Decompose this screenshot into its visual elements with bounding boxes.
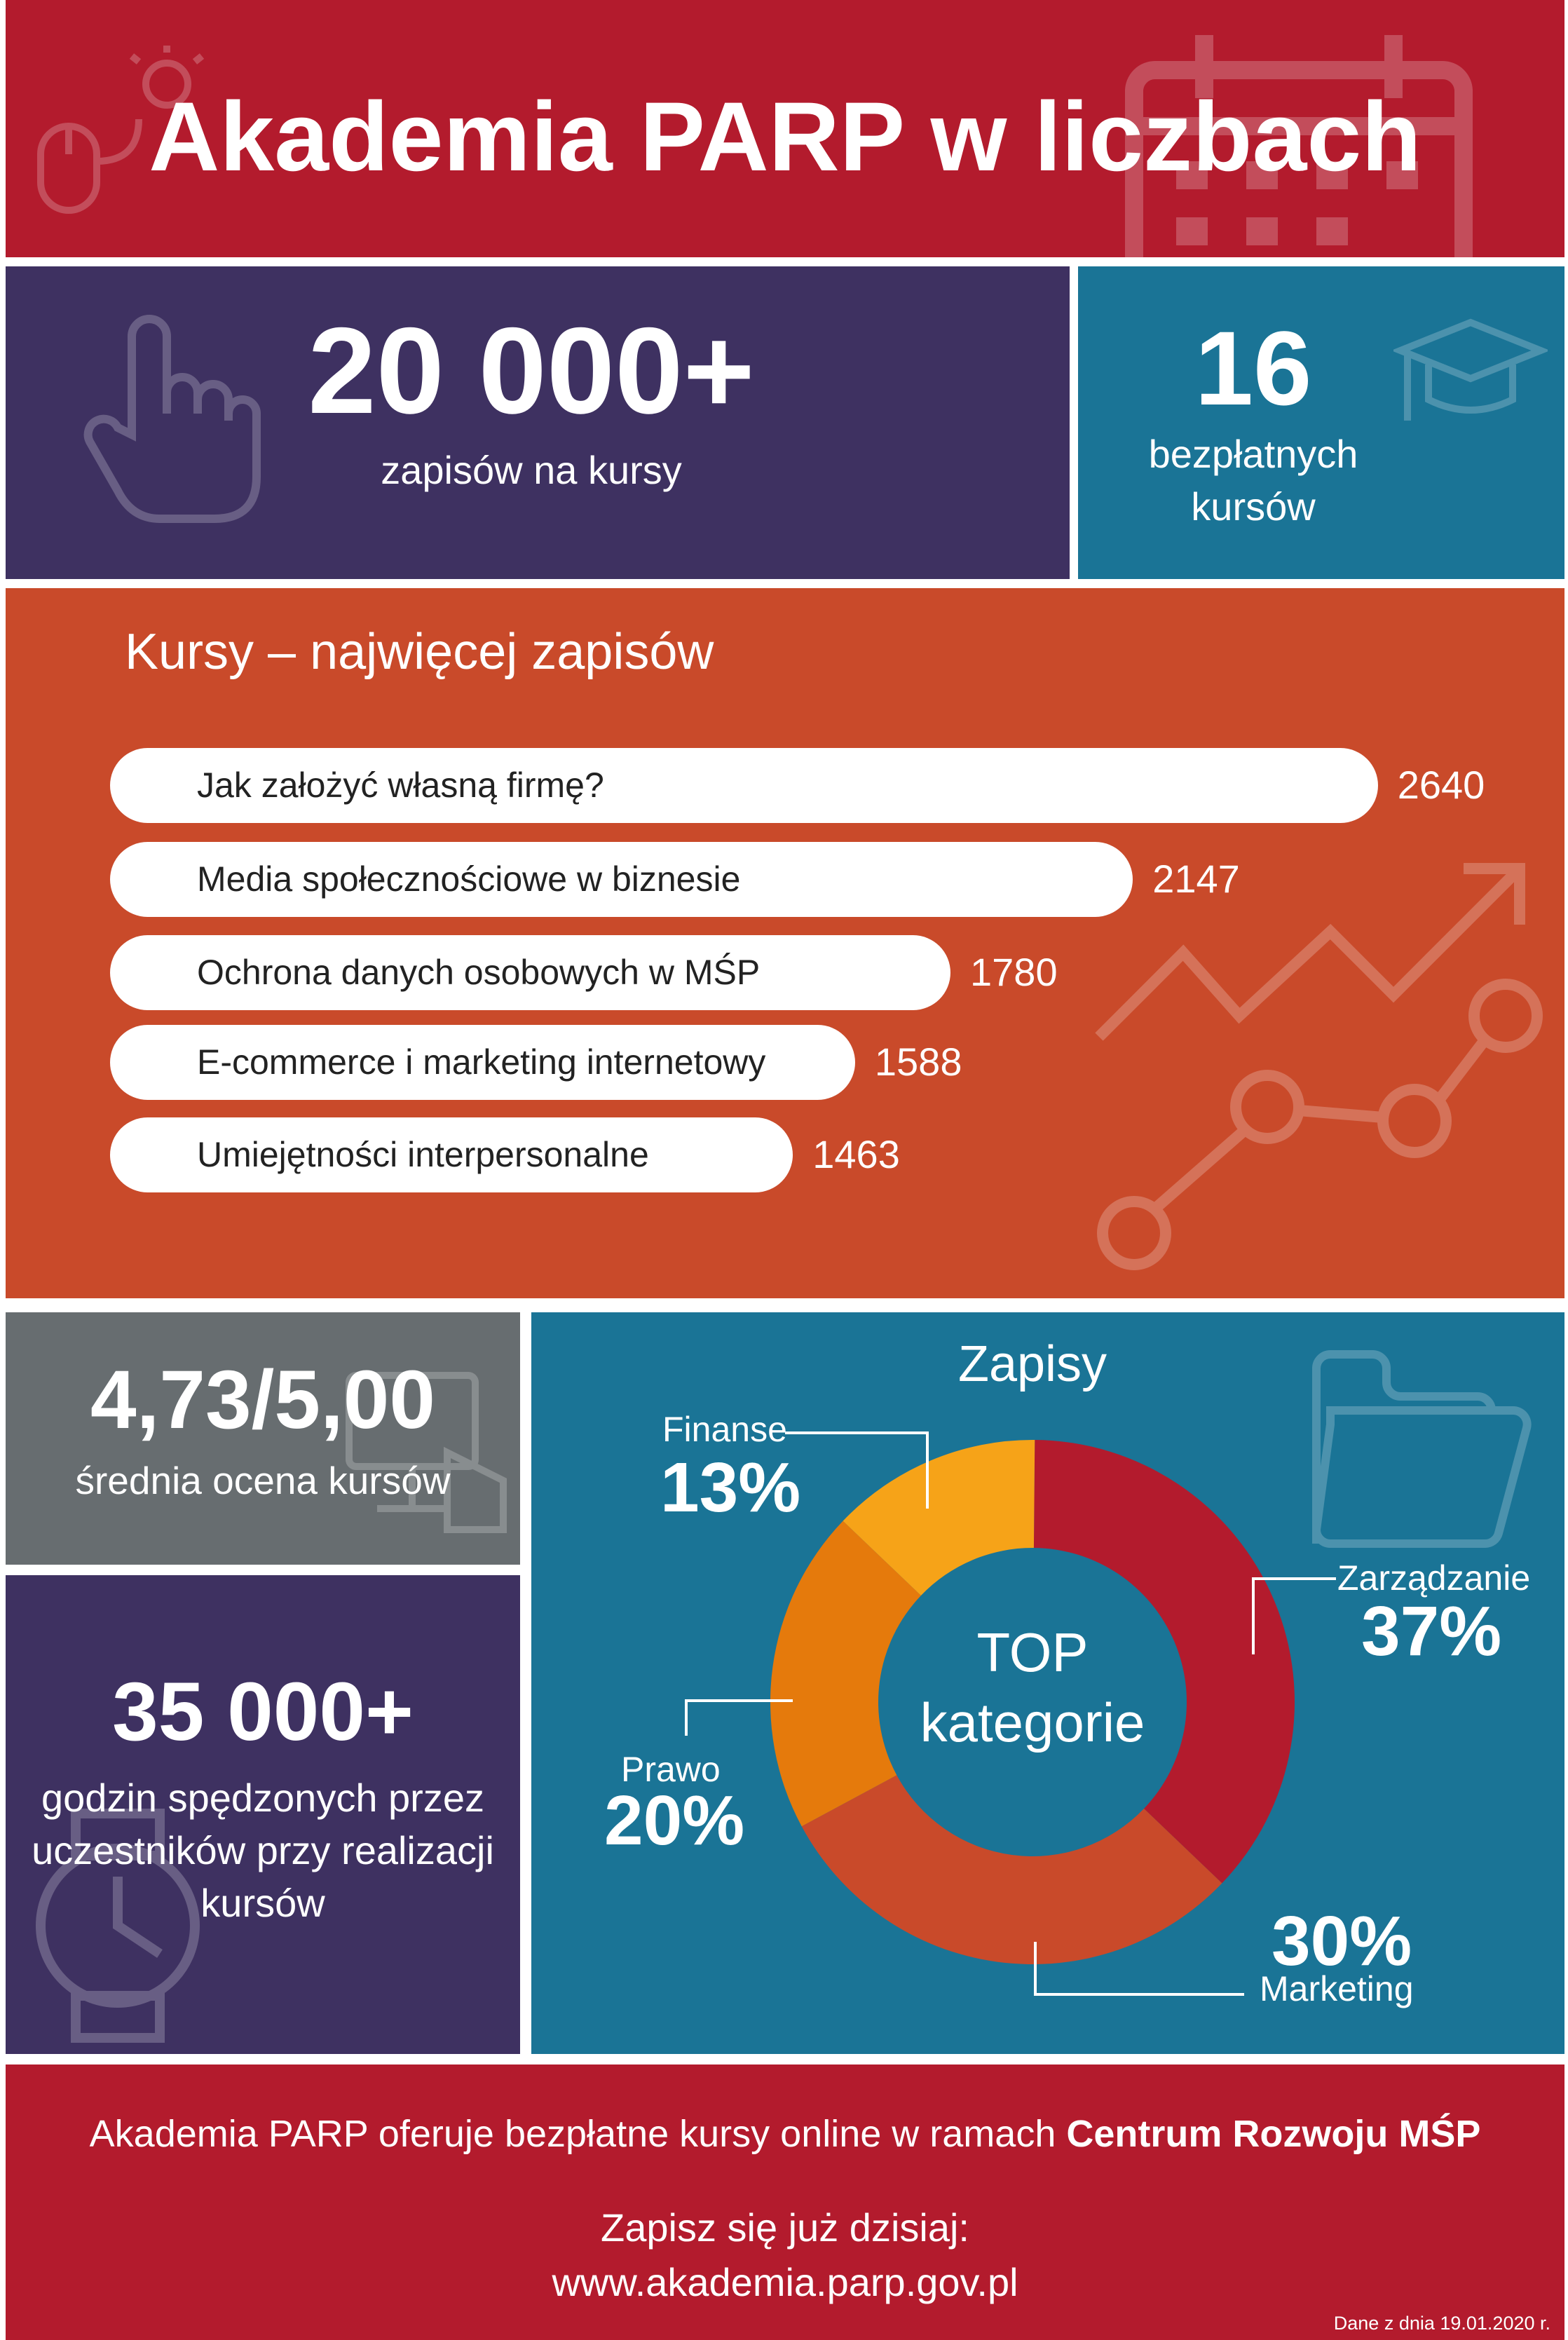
footer-url-link[interactable]: www.akademia.parp.gov.pl [552,2260,1018,2304]
leader-zarzadzanie-h [1252,1577,1336,1580]
page-title: Akademia PARP w liczbach [149,81,1422,191]
leader-prawo-h [685,1699,793,1702]
course-bar: Jak założyć własną firmę? [110,748,1378,823]
rating-value: 4,73/5,00 [90,1354,436,1446]
donut-slice-prawo [770,1521,921,1827]
free-courses-value: 16 [1194,309,1312,427]
calendar-icon [1125,35,1473,257]
course-bar: Umiejętności interpersonalne [110,1117,793,1192]
leader-prawo-v [685,1699,688,1736]
graduation-cap-icon [1393,318,1548,421]
footer-text-prefix: Akademia PARP oferuje bezpłatne kursy on… [89,2113,1067,2155]
hours-value: 35 000+ [112,1666,414,1758]
chart-title: Zapisy [957,1336,1107,1392]
hours-label-3: kursów [200,1881,325,1925]
donut-center-line2: kategorie [920,1692,1145,1753]
hours-label-1: godzin spędzonych przez [41,1776,484,1820]
free-courses-label-2: kursów [1191,484,1316,529]
enrollments-value: 20 000+ [308,303,755,440]
course-bar: E-commerce i marketing internetowy [110,1025,855,1100]
enrollments-label: zapisów na kursy [381,448,682,492]
donut-slice-zarządzanie [1033,1440,1295,1884]
trend-chart-icon [1095,863,1543,1270]
leader-finanse-h [785,1431,929,1434]
pct-zarzadzanie: 37% [1361,1592,1502,1671]
donut-center-line1: TOP [976,1621,1089,1683]
course-bar-value: 2147 [1152,857,1240,901]
watch-icon [36,1809,200,2043]
course-bar-value: 1780 [970,950,1058,994]
rating-label: średnia ocena kursów [75,1459,451,1502]
footer-text: Akademia PARP oferuje bezpłatne kursy on… [6,2112,1564,2156]
course-bar: Ochrona danych osobowych w MŚP [110,935,951,1010]
pct-marketing: 30% [1272,1902,1412,1980]
hours-label-2: uczestników przy realizacji [32,1828,494,1872]
pointer-hand-icon [83,315,261,523]
monitor-click-icon [346,1372,507,1533]
rating-panel: 4,73/5,00 średnia ocena kursów [6,1312,520,1565]
date-note: Dane z dnia 19.01.2020 r. [1333,2313,1550,2334]
folder-icon [1311,1350,1532,1548]
courses-title: Kursy – najwięcej zapisów [125,624,714,680]
leader-finanse-v [926,1431,929,1509]
label-prawo: Prawo [621,1750,721,1789]
header-banner: Akademia PARP w liczbach [6,0,1564,257]
hours-panel: 35 000+ godzin spędzonych przez uczestni… [6,1575,520,2054]
leader-zarzadzanie-v [1252,1577,1255,1654]
mouse-bulb-icon [37,46,205,214]
footer-cta: Zapisz się już dzisiaj: [601,2205,969,2250]
course-bar: Media społecznościowe w biznesie [110,842,1133,917]
leader-marketing-v [1034,1942,1037,1996]
free-courses-panel: 16 bezpłatnych kursów [1078,266,1564,579]
footer-banner: Akademia PARP oferuje bezpłatne kursy on… [6,2064,1564,2340]
donut-slice-finanse [843,1440,1035,1596]
leader-marketing-h [1034,1993,1244,1996]
free-courses-label-1: bezpłatnych [1148,432,1358,476]
pct-prawo: 20% [604,1781,745,1860]
donut-slice-marketing [801,1775,1222,1965]
pct-finanse: 13% [660,1448,801,1527]
courses-panel: Kursy – najwięcej zapisów Jak założyć wł… [6,588,1564,1298]
label-marketing: Marketing [1260,1969,1414,2008]
label-finanse: Finanse [662,1410,787,1449]
footer-text-bold: Centrum Rozwoju MŚP [1066,2113,1481,2155]
course-bar-value: 1588 [874,1040,962,1084]
course-bar-value: 1463 [812,1132,900,1176]
course-bar-value: 2640 [1397,763,1485,807]
enrollments-panel: 20 000+ zapisów na kursy [6,266,1070,579]
label-zarzadzanie: Zarządzanie [1337,1558,1531,1598]
